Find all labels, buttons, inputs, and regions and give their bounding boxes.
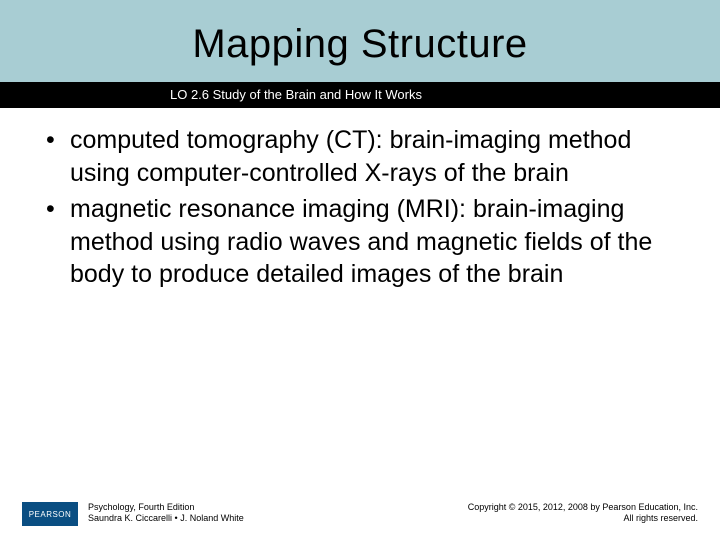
slide: Mapping Structure LO 2.6 Study of the Br…	[0, 0, 720, 540]
footer-right-text: Copyright © 2015, 2012, 2008 by Pearson …	[468, 502, 698, 525]
body-area: computed tomography (CT): brain-imaging …	[40, 124, 680, 295]
footer-authors: Saundra K. Ciccarelli • J. Noland White	[88, 513, 244, 524]
footer-copyright: Copyright © 2015, 2012, 2008 by Pearson …	[468, 502, 698, 513]
subtitle-strip: LO 2.6 Study of the Brain and How It Wor…	[0, 82, 720, 108]
pearson-logo-text: PEARSON	[29, 510, 72, 519]
footer-left-text: Psychology, Fourth Edition Saundra K. Ci…	[88, 502, 244, 525]
list-item: computed tomography (CT): brain-imaging …	[40, 124, 680, 189]
pearson-logo: PEARSON	[22, 502, 78, 526]
footer-book-title: Psychology, Fourth Edition	[88, 502, 244, 513]
header-band: Mapping Structure LO 2.6 Study of the Br…	[0, 0, 720, 100]
slide-title: Mapping Structure	[0, 22, 720, 67]
subtitle-text: LO 2.6 Study of the Brain and How It Wor…	[170, 87, 422, 102]
bullet-list: computed tomography (CT): brain-imaging …	[40, 124, 680, 291]
footer: PEARSON Psychology, Fourth Edition Saund…	[0, 492, 720, 526]
footer-rights: All rights reserved.	[468, 513, 698, 524]
list-item: magnetic resonance imaging (MRI): brain-…	[40, 193, 680, 291]
